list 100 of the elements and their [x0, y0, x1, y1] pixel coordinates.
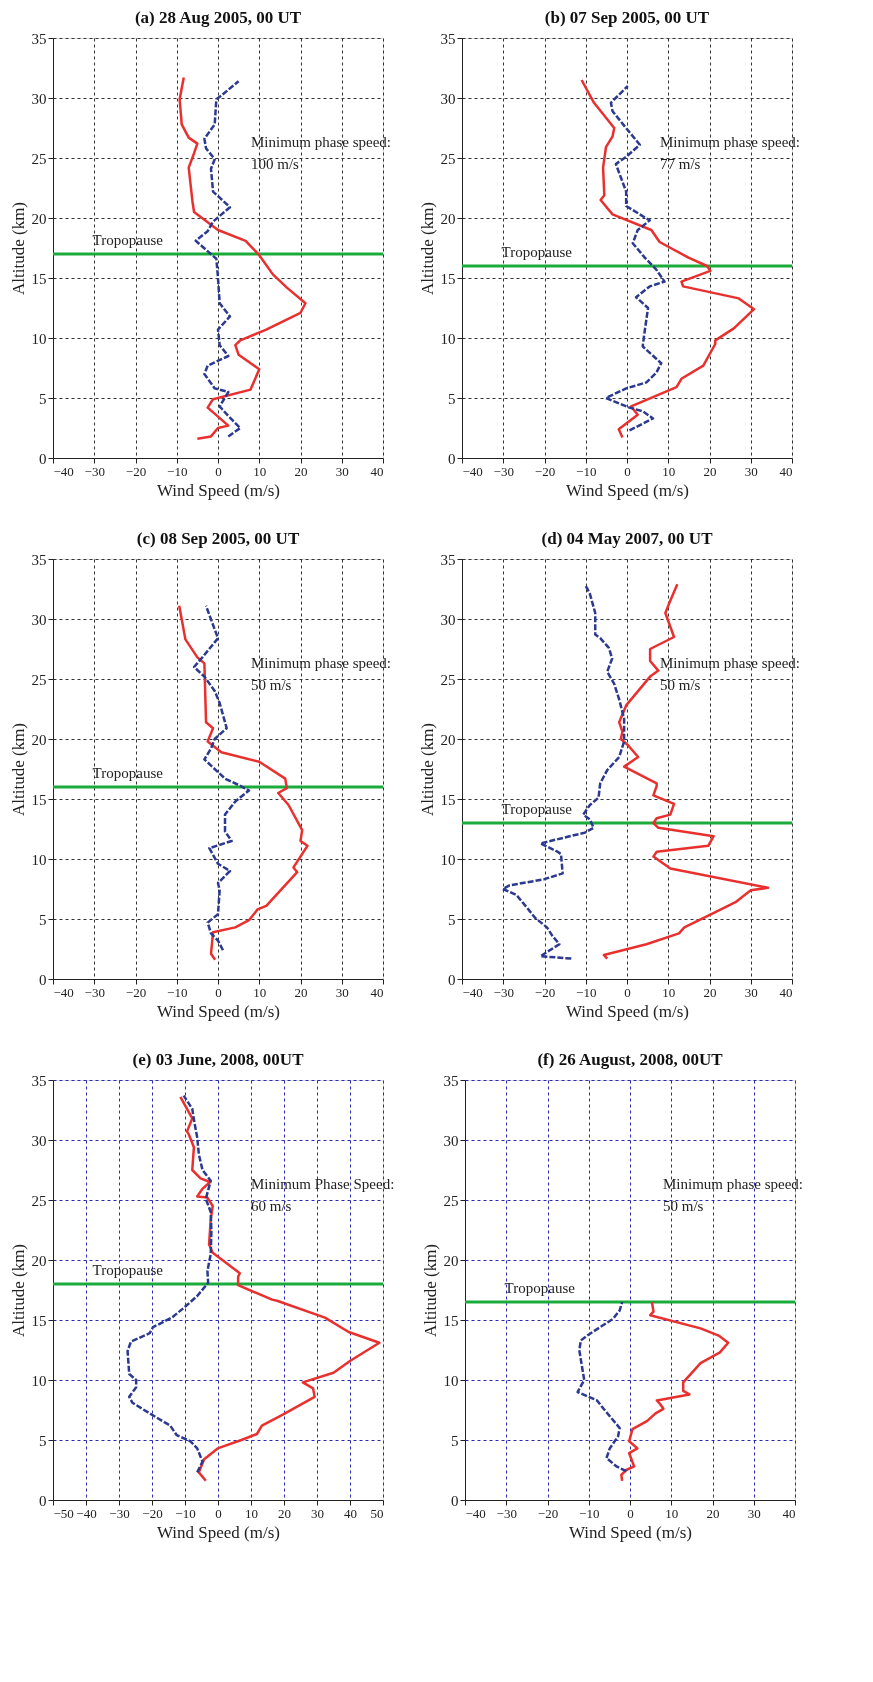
annotation: Minimum phase speed: 100 m/s [251, 133, 391, 172]
x-tick-label: 10 [253, 984, 267, 1000]
y-tick-label: 15 [440, 791, 456, 808]
x-tick-label: 20 [278, 1505, 291, 1521]
y-tick-label: 20 [443, 1252, 459, 1269]
chart-title: (a) 28 Aug 2005, 00 UT [134, 8, 302, 27]
x-tick-label: 10 [253, 463, 267, 479]
y-tick-label: 10 [31, 851, 47, 868]
y-tick-label: 20 [31, 731, 47, 748]
y-tick-label: 30 [440, 90, 456, 107]
y-tick-label: 5 [451, 1432, 459, 1449]
y-tick-label: 10 [31, 330, 47, 347]
x-tick-label: −20 [142, 1505, 163, 1521]
x-tick-label: 0 [624, 984, 631, 1000]
y-tick-label: 20 [31, 210, 47, 227]
x-tick-label: −50 [53, 1505, 74, 1521]
y-tick-label: 0 [39, 1492, 47, 1509]
y-tick-label: 15 [440, 270, 456, 287]
y-tick-label: 0 [39, 450, 47, 467]
x-tick-label: −30 [493, 984, 514, 1000]
x-tick-label: 10 [662, 984, 676, 1000]
y-tick-label: 5 [39, 911, 47, 928]
x-tick-label: −10 [167, 463, 188, 479]
x-tick-label: 40 [370, 984, 384, 1000]
x-tick-label: 0 [215, 984, 222, 1000]
y-axis-title: Altitude (km) [420, 1243, 440, 1338]
y-tick-label: 30 [31, 1132, 47, 1149]
y-tick-label: 0 [448, 971, 456, 988]
annotation: Minimum phase speed: 50 m/s [663, 1175, 803, 1214]
line-series [177, 604, 309, 962]
y-tick-label: 30 [440, 611, 456, 628]
x-tick-label: 0 [624, 463, 631, 479]
y-tick-label: 10 [440, 330, 456, 347]
y-tick-label: 0 [451, 1492, 459, 1509]
x-tick-label: −20 [534, 984, 556, 1000]
x-axis-title: Wind Speed (m/s) [156, 1001, 281, 1021]
line-series [194, 79, 242, 438]
x-axis-title: Wind Speed (m/s) [156, 1522, 281, 1542]
y-tick-label: 35 [31, 551, 47, 568]
x-tick-label: −20 [125, 984, 147, 1000]
x-tick-label: −30 [84, 463, 105, 479]
x-tick-label: 20 [703, 984, 717, 1000]
ref-line-label: Tropopause [92, 1262, 164, 1278]
y-tick-label: 25 [440, 671, 456, 688]
x-tick-label: 30 [335, 984, 349, 1000]
y-tick-label: 20 [440, 731, 456, 748]
y-axis-title: Altitude (km) [8, 722, 28, 817]
y-tick-label: 5 [448, 390, 456, 407]
x-tick-label: −10 [576, 463, 597, 479]
x-tick-label: 40 [344, 1505, 357, 1521]
y-tick-label: 35 [31, 1072, 47, 1089]
y-tick-label: 20 [31, 1252, 47, 1269]
x-tick-label: −30 [493, 463, 514, 479]
x-tick-label: 40 [779, 463, 793, 479]
annotation: Minimum phase speed: 50 m/s [660, 654, 800, 693]
y-axis-title: Altitude (km) [8, 201, 28, 296]
x-tick-label: −40 [53, 984, 74, 1000]
line-series [501, 582, 626, 960]
x-tick-label: −40 [53, 463, 74, 479]
annotation: Minimum phase speed: 77 m/s [660, 133, 800, 172]
y-tick-label: 35 [440, 30, 456, 47]
chart-title: (e) 03 June, 2008, 00UT [132, 1050, 305, 1069]
y-tick-label: 25 [443, 1192, 459, 1209]
x-tick-label: 0 [215, 463, 222, 479]
x-tick-label: 40 [782, 1505, 796, 1521]
x-axis-title: Wind Speed (m/s) [565, 1001, 690, 1021]
y-tick-label: 5 [39, 1432, 47, 1449]
y-axis-title: Altitude (km) [417, 722, 437, 817]
chart-title: (f) 26 August, 2008, 00UT [537, 1050, 724, 1069]
y-tick-label: 20 [440, 210, 456, 227]
x-tick-label: −40 [462, 463, 483, 479]
y-tick-label: 25 [31, 671, 47, 688]
annotation: Minimum Phase Speed: 60 m/s [251, 1175, 395, 1214]
x-tick-label: −10 [579, 1505, 600, 1521]
x-tick-label: −20 [125, 463, 147, 479]
y-tick-label: 10 [440, 851, 456, 868]
x-tick-label: 10 [665, 1505, 679, 1521]
y-tick-label: 10 [443, 1372, 459, 1389]
y-tick-label: 15 [31, 791, 47, 808]
y-tick-label: 15 [31, 270, 47, 287]
y-tick-label: 35 [31, 30, 47, 47]
y-tick-label: 30 [443, 1132, 459, 1149]
x-tick-label: −10 [175, 1505, 196, 1521]
x-tick-label: 10 [245, 1505, 258, 1521]
y-tick-label: 5 [39, 390, 47, 407]
chart-title: (c) 08 Sep 2005, 00 UT [136, 529, 300, 548]
chart-title: (b) 07 Sep 2005, 00 UT [544, 8, 710, 27]
x-tick-label: −40 [462, 984, 483, 1000]
x-axis-title: Wind Speed (m/s) [156, 480, 281, 500]
x-tick-label: 30 [335, 463, 349, 479]
x-tick-label: 30 [747, 1505, 761, 1521]
annotation: Minimum phase speed: 50 m/s [251, 654, 391, 693]
x-tick-label: −30 [109, 1505, 130, 1521]
x-axis-title: Wind Speed (m/s) [565, 480, 690, 500]
line-series [192, 604, 251, 952]
x-tick-label: 20 [703, 463, 717, 479]
line-series [580, 78, 756, 439]
chart-title: (d) 04 May 2007, 00 UT [541, 529, 714, 548]
ref-line-label: Tropopause [501, 244, 573, 260]
y-tick-label: 35 [443, 1072, 459, 1089]
